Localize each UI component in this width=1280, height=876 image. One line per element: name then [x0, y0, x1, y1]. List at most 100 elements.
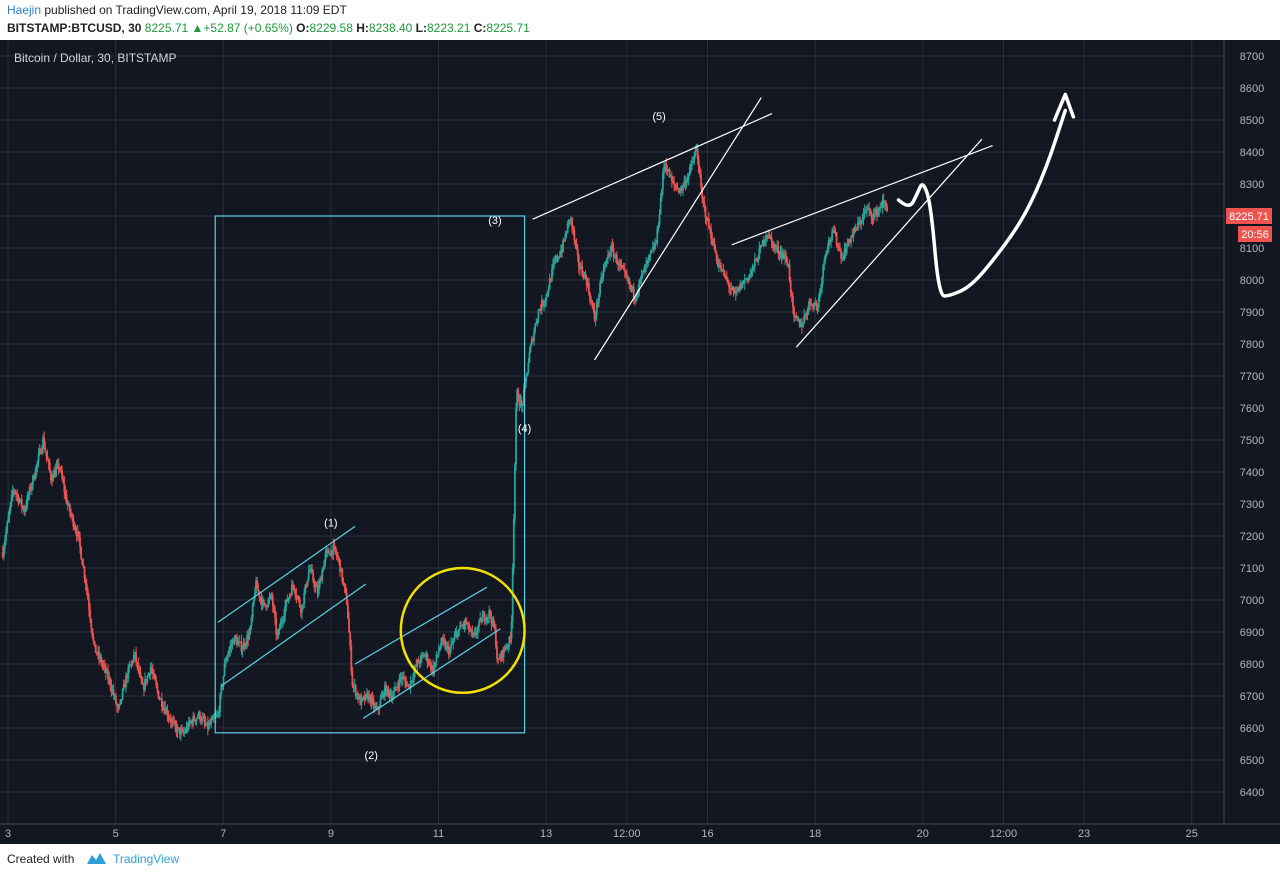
candle-body: [228, 650, 231, 655]
author-link[interactable]: Haejin: [7, 3, 42, 17]
candle-body: [669, 175, 672, 178]
current-price-badge: [1226, 208, 1272, 224]
candle-body: [527, 362, 530, 373]
candle-body: [21, 506, 24, 508]
candle-body: [877, 210, 879, 217]
last-price: 8225.71: [144, 21, 189, 35]
candle-body: [297, 596, 300, 600]
candle-body: [576, 248, 579, 256]
price-axis[interactable]: 6400 6500 6600 6700 6800 6900 7000 7100 7200 7300…: [1240, 51, 1264, 799]
candle-body: [171, 720, 173, 723]
candle-body: [236, 638, 238, 646]
candle-body: [406, 684, 409, 687]
candle-body: [580, 266, 582, 269]
candle-body: [239, 641, 242, 643]
close-value: 8225.71: [486, 21, 530, 35]
candle-body: [404, 678, 406, 682]
candle-body: [318, 579, 321, 585]
candle-body: [176, 727, 179, 733]
candle-body: [435, 654, 438, 662]
candle-body: [610, 245, 613, 253]
candle-body: [41, 449, 43, 454]
candle-body: [26, 495, 29, 506]
time-tick-label: 25: [1186, 828, 1198, 840]
candle-body: [539, 309, 542, 311]
current-price-label: 8225.71: [1229, 211, 1269, 223]
candle-body: [785, 255, 788, 262]
candle-body: [538, 309, 541, 311]
candle-body: [4, 540, 6, 549]
candle-body: [7, 516, 10, 523]
candle-body: [88, 599, 90, 610]
time-tick-label: 3: [5, 828, 11, 840]
candle-body: [528, 351, 531, 363]
candle-body: [219, 694, 222, 712]
candle-body: [434, 661, 437, 666]
candle-body: [245, 644, 247, 647]
low-value: 8223.21: [426, 21, 471, 35]
candle-body: [608, 255, 610, 257]
candle-body: [33, 475, 35, 480]
price-tick-label: 6600: [1240, 723, 1264, 735]
candle-body: [385, 685, 387, 696]
candle-body: [433, 665, 436, 674]
candle-body: [305, 584, 308, 587]
candle-body: [492, 618, 495, 627]
candle-body: [428, 662, 431, 664]
time-tick-label: 18: [809, 828, 821, 840]
candle-body: [167, 716, 170, 718]
candle-body: [718, 265, 720, 267]
candle-body: [257, 588, 260, 592]
candle-body: [529, 344, 532, 352]
candle-body: [630, 285, 633, 290]
candle-body: [763, 240, 766, 245]
candle-body: [443, 640, 446, 643]
candle-body: [447, 646, 450, 655]
candle-body: [444, 642, 447, 650]
candle-body: [692, 160, 695, 164]
candle-body: [91, 628, 94, 637]
candle-body: [259, 597, 262, 599]
candle-body: [639, 278, 642, 281]
candle-body: [407, 684, 410, 686]
candle-body: [704, 206, 707, 218]
candle-body: [807, 305, 810, 312]
candle-body: [11, 491, 14, 495]
candle-body: [134, 652, 136, 656]
time-axis[interactable]: 3 5 7 9 11 13 12:00 16 18 20 12:00 23 25: [5, 828, 1198, 840]
countdown-label: 20:56: [1241, 229, 1269, 241]
candle-body: [574, 240, 577, 244]
candle-body: [562, 239, 565, 252]
tradingview-link[interactable]: TradingView: [113, 852, 180, 866]
price-chart[interactable]: 6400 6500 6600 6700 6800 6900 7000 7100 7200 7300…: [0, 40, 1280, 844]
candle-body: [542, 300, 544, 306]
candle-body: [299, 606, 302, 613]
candle-body: [220, 686, 223, 695]
candle-body: [489, 610, 492, 617]
candle-body: [208, 723, 210, 730]
candle-body: [776, 246, 779, 249]
candle-body: [509, 636, 512, 639]
candle-body: [582, 274, 585, 279]
candle-body: [148, 673, 151, 675]
candle-body: [55, 466, 58, 470]
candle-body: [201, 717, 204, 722]
candle-body: [23, 507, 25, 513]
candle-body: [116, 703, 118, 707]
candle-body: [885, 202, 887, 207]
candle-body: [276, 633, 279, 636]
candle-body: [129, 664, 132, 667]
candle-body: [631, 287, 634, 290]
candle-body: [75, 531, 78, 537]
candle-body: [835, 232, 838, 245]
tradingview-cloud-icon: [87, 853, 106, 864]
candle-body: [37, 454, 40, 462]
candle-body: [222, 675, 225, 687]
candle-body: [79, 536, 81, 548]
candle-body: [395, 686, 398, 688]
candle-body: [517, 390, 520, 402]
candle-body: [732, 287, 735, 291]
candle-body: [586, 283, 589, 286]
candle-body: [355, 693, 358, 696]
candle-body: [500, 650, 503, 660]
